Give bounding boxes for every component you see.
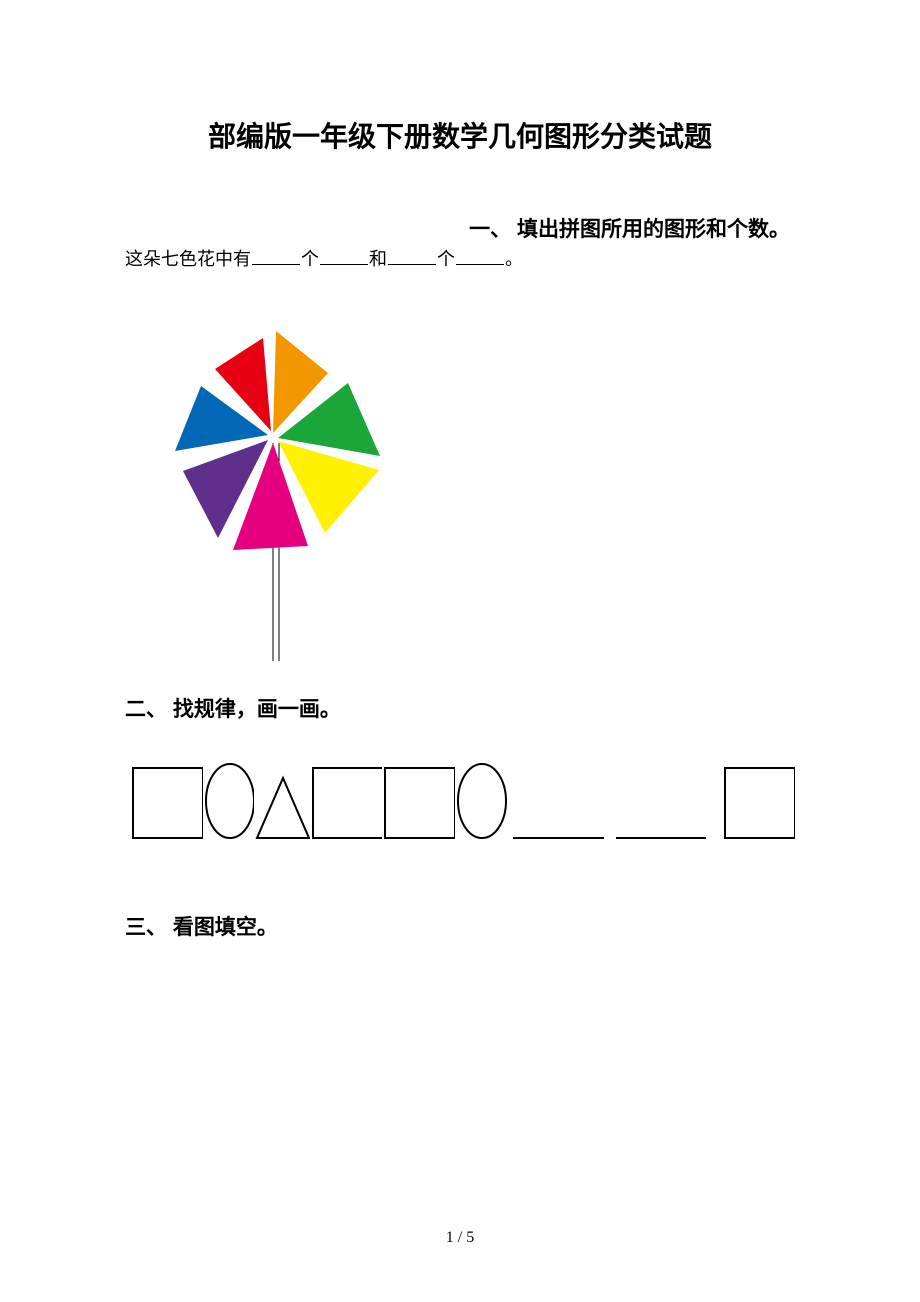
q1-part1: 这朵七色花中有 bbox=[125, 249, 251, 269]
q1-part2: 个 bbox=[301, 249, 319, 269]
ellipse-icon bbox=[203, 761, 255, 841]
q1-part3: 和 bbox=[369, 249, 387, 269]
section2-heading: 二、 找规律，画一画。 bbox=[125, 693, 795, 723]
square-icon bbox=[382, 765, 455, 841]
square-icon bbox=[310, 765, 383, 841]
seven-color-flower-icon bbox=[123, 283, 408, 663]
ellipse-icon bbox=[455, 761, 507, 841]
blank-4[interactable] bbox=[456, 247, 504, 265]
blank-3[interactable] bbox=[388, 247, 436, 265]
page-title: 部编版一年级下册数学几何图形分类试题 bbox=[125, 115, 795, 155]
blank-1[interactable] bbox=[252, 247, 300, 265]
answer-blank-line-1[interactable] bbox=[513, 837, 604, 839]
flower-figure bbox=[123, 283, 795, 668]
question1-sentence: 这朵七色花中有 个 和 个 。 bbox=[125, 245, 795, 271]
section3-heading: 三、 看图填空。 bbox=[125, 911, 795, 941]
page-footer: 1 / 5 bbox=[0, 1229, 920, 1247]
triangle-icon bbox=[254, 775, 309, 841]
square-icon bbox=[722, 765, 795, 841]
square-icon bbox=[130, 765, 203, 841]
answer-blank-line-2[interactable] bbox=[616, 837, 707, 839]
blank-2[interactable] bbox=[320, 247, 368, 265]
pattern-sequence bbox=[130, 761, 795, 841]
q1-part5: 。 bbox=[505, 249, 523, 269]
section1-heading: 一、 填出拼图所用的图形和个数。 bbox=[125, 213, 795, 243]
q1-part4: 个 bbox=[437, 249, 455, 269]
